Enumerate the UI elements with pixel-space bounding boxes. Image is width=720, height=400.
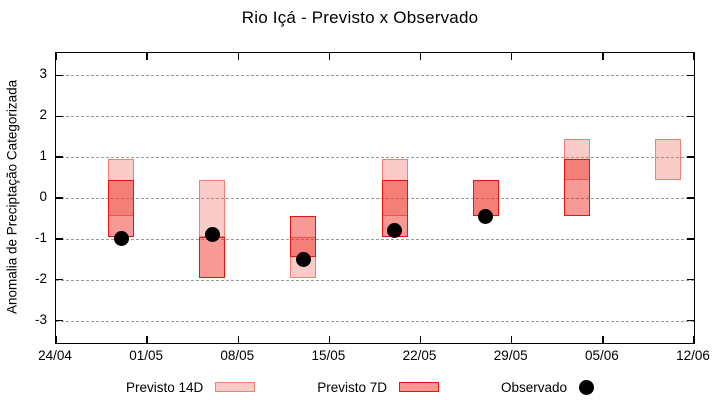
y-tick-mark bbox=[687, 115, 694, 118]
y-tick-mark bbox=[687, 156, 694, 158]
legend-label-observado: Observado bbox=[501, 379, 568, 395]
y-tick-mark bbox=[56, 319, 63, 322]
legend: Previsto 14D Previsto 7D Observado bbox=[0, 376, 720, 398]
y-tick-mark bbox=[687, 197, 694, 199]
y-tick-mark bbox=[687, 74, 694, 77]
y-tick-mark bbox=[687, 319, 694, 322]
y-tick-label: 2 bbox=[39, 107, 47, 123]
y-tick-label: -2 bbox=[34, 270, 47, 286]
y-tick-mark bbox=[687, 278, 694, 281]
y-tick-label: 0 bbox=[39, 189, 47, 204]
x-tick-label: 08/05 bbox=[220, 348, 255, 363]
x-tick-label: 15/05 bbox=[311, 348, 346, 363]
x-tick-mark bbox=[419, 336, 422, 343]
x-tick-mark bbox=[693, 53, 695, 60]
x-tick-mark bbox=[328, 336, 331, 343]
x-tick-mark bbox=[328, 53, 331, 60]
y-tick-mark bbox=[56, 278, 63, 281]
previsto7-bar bbox=[108, 179, 135, 237]
chart-title: Rio Içá - Previsto x Observado bbox=[241, 8, 479, 27]
gridline-y2 bbox=[56, 116, 694, 118]
previsto7-bar bbox=[563, 159, 590, 217]
x-tick-label: 01/05 bbox=[129, 348, 164, 363]
gridline-y1 bbox=[56, 157, 694, 159]
x-tick-mark bbox=[602, 336, 604, 343]
previsto14-bar bbox=[654, 138, 681, 180]
legend-item-previsto-14d: Previsto 14D bbox=[125, 379, 256, 395]
gridline-y-2 bbox=[56, 279, 694, 281]
y-tick-mark bbox=[56, 156, 63, 158]
legend-item-observado: Observado bbox=[501, 379, 595, 395]
y-tick-mark bbox=[56, 74, 63, 77]
x-tick-mark bbox=[510, 336, 513, 343]
y-tick-label: 1 bbox=[39, 148, 47, 164]
observed-dot bbox=[113, 231, 129, 247]
y-tick-mark bbox=[56, 197, 63, 199]
y-tick-mark bbox=[56, 238, 63, 240]
x-tick-mark bbox=[146, 336, 148, 343]
x-tick-mark bbox=[237, 53, 240, 60]
legend-label-previsto-7d: Previsto 7D bbox=[317, 379, 388, 395]
x-tick-mark bbox=[510, 53, 513, 60]
observado-dot-swatch bbox=[579, 379, 595, 395]
plot-area bbox=[55, 52, 695, 344]
observed-dot bbox=[204, 227, 220, 243]
x-tick-label: 05/06 bbox=[584, 348, 619, 363]
x-tick-label: 24/04 bbox=[38, 348, 72, 363]
observed-dot bbox=[295, 251, 311, 267]
y-tick-label: -1 bbox=[34, 229, 47, 245]
gridline-y0 bbox=[56, 198, 694, 199]
x-tick-mark bbox=[602, 53, 604, 60]
gridline-y-3 bbox=[56, 320, 694, 322]
x-tick-mark bbox=[55, 53, 57, 60]
previsto-7d-swatch bbox=[399, 382, 440, 392]
x-tick-mark bbox=[237, 336, 240, 343]
x-tick-label: 12/06 bbox=[676, 348, 710, 363]
y-tick-mark bbox=[687, 238, 694, 240]
observed-dot bbox=[478, 208, 494, 224]
x-tick-mark bbox=[146, 53, 148, 60]
gridline-y-1 bbox=[56, 238, 694, 240]
gridline-y3 bbox=[56, 75, 694, 77]
previsto7-bar bbox=[199, 236, 226, 278]
x-tick-label: 22/05 bbox=[402, 348, 437, 363]
y-tick-mark bbox=[56, 115, 63, 118]
previsto7-bar bbox=[290, 216, 317, 258]
previsto-14d-swatch bbox=[215, 382, 256, 392]
x-tick-label: 29/05 bbox=[493, 348, 528, 363]
observed-dot bbox=[387, 223, 403, 239]
x-tick-mark bbox=[419, 53, 422, 60]
y-tick-label: 3 bbox=[39, 66, 47, 82]
x-tick-mark bbox=[55, 336, 57, 343]
x-tick-mark bbox=[693, 336, 695, 343]
legend-item-previsto-7d: Previsto 7D bbox=[317, 379, 440, 395]
y-tick-label: -3 bbox=[34, 311, 47, 327]
legend-label-previsto-14d: Previsto 14D bbox=[125, 379, 204, 395]
